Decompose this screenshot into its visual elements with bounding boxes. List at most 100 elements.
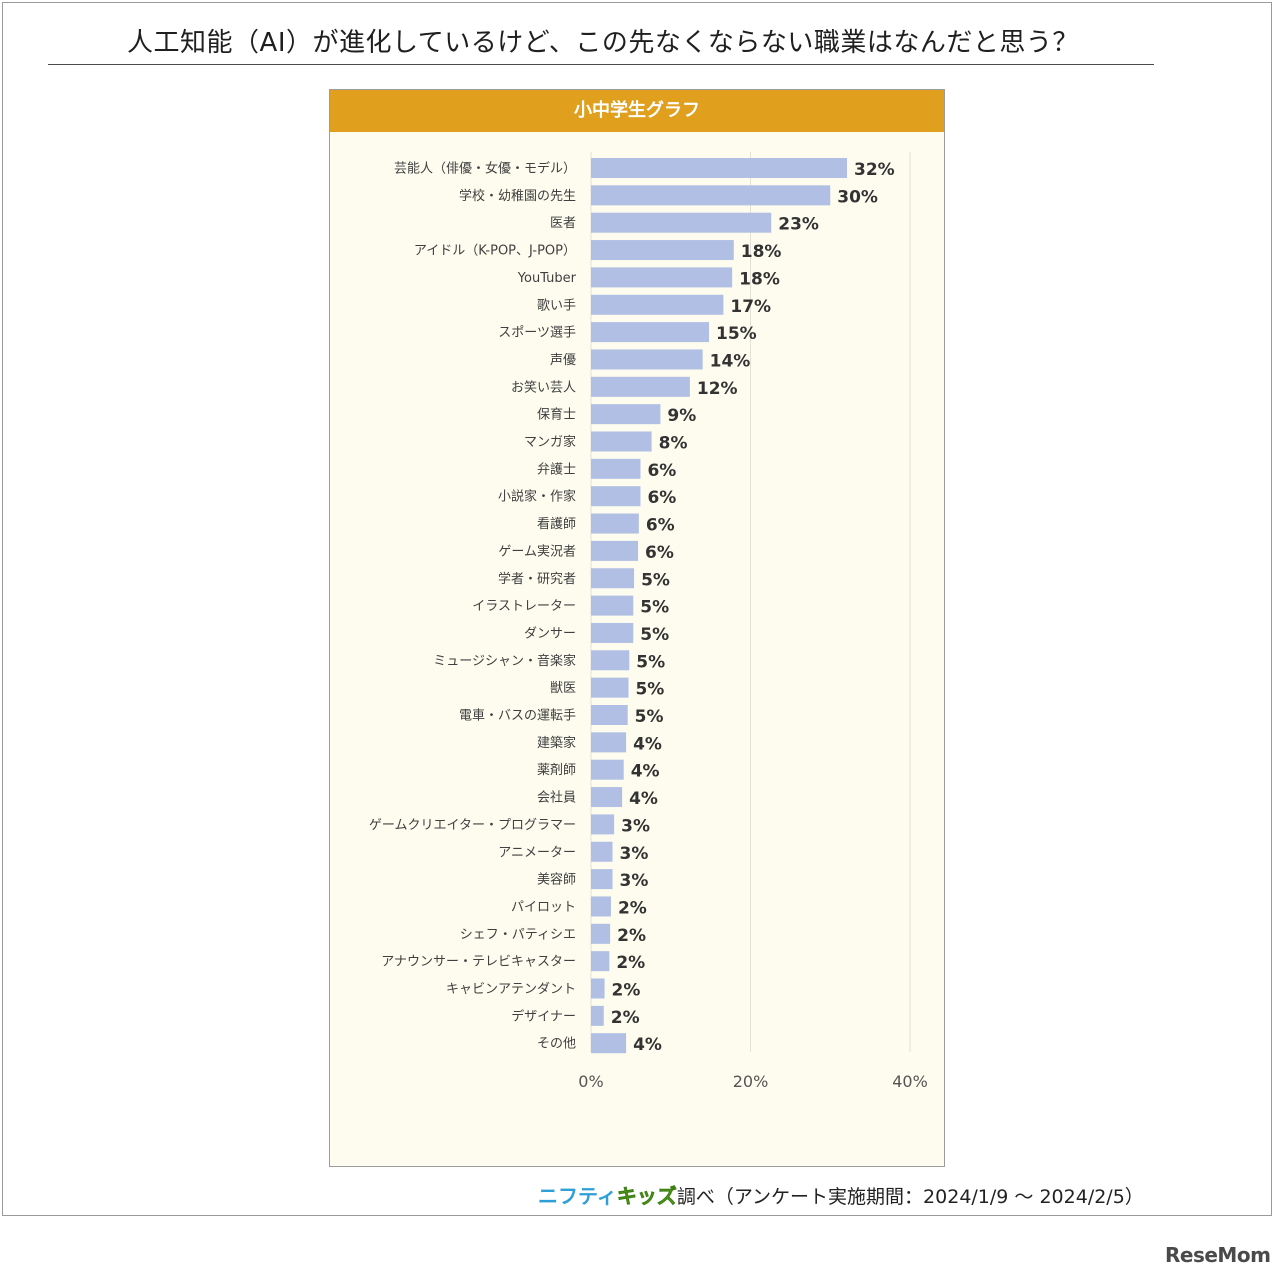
bar [591, 759, 624, 780]
chart-panel: 小中学生グラフ 芸能人（俳優・女優・モデル） 32% 学校・幼稚園の先生 30% 医者 2… [329, 89, 945, 1167]
bar [591, 951, 610, 972]
value-label: 4% [631, 762, 660, 782]
category-label: YouTuber [517, 271, 577, 286]
category-label: ミュージシャン・音楽家 [433, 653, 576, 669]
category-label: 声優 [550, 353, 576, 368]
value-label: 14% [710, 351, 751, 371]
bar [591, 787, 623, 808]
value-label: 18% [741, 242, 782, 262]
value-label: 18% [739, 269, 780, 289]
category-label: 医者 [550, 216, 576, 231]
value-label: 2% [618, 898, 647, 918]
value-label: 5% [635, 680, 664, 700]
category-label: デザイナー [511, 1008, 576, 1024]
outer-frame [2, 2, 1272, 1216]
value-label: 12% [697, 379, 738, 399]
value-label: 30% [837, 187, 878, 207]
bar [591, 486, 641, 507]
bar [591, 705, 628, 725]
category-label: アニメーター [498, 845, 576, 860]
bar [591, 376, 690, 397]
category-label: 美容師 [537, 872, 576, 888]
value-label: 3% [620, 844, 649, 864]
category-label: 学校・幼稚園の先生 [459, 188, 576, 204]
category-label: 弁護士 [537, 461, 576, 477]
bar [591, 595, 634, 616]
category-label: 保育士 [537, 407, 576, 423]
category-label: 会社員 [537, 790, 576, 806]
value-label: 9% [667, 406, 696, 426]
bar [591, 294, 724, 315]
category-label: キャビンアテンダント [446, 982, 576, 997]
bar-layer [591, 158, 847, 1054]
value-label: 15% [716, 324, 757, 344]
category-label: 歌い手 [537, 298, 576, 313]
bar [591, 158, 847, 178]
bar [591, 1033, 627, 1054]
category-label: 小説家・作家 [498, 489, 576, 505]
value-label: 8% [659, 434, 688, 454]
source-brand-kids: キッズ [616, 1184, 678, 1209]
title-divider [48, 64, 1154, 65]
category-label: イラストレーター [472, 599, 576, 614]
category-label: その他 [537, 1037, 576, 1052]
value-label: 3% [621, 816, 650, 836]
value-label: 5% [640, 625, 669, 645]
value-label: 5% [635, 707, 664, 727]
value-label: 32% [854, 160, 895, 180]
value-label: 6% [646, 516, 675, 536]
category-label: アナウンサー・テレビキャスター [381, 955, 576, 970]
bar [591, 322, 710, 343]
value-label: 23% [778, 215, 819, 235]
value-label: 6% [647, 461, 676, 481]
category-label: パイロット [511, 900, 576, 915]
bar [591, 978, 605, 999]
value-label: 5% [640, 598, 669, 618]
bar [591, 650, 630, 671]
category-label: お笑い芸人 [511, 379, 576, 395]
bar [591, 732, 627, 753]
category-label: スポーツ選手 [498, 326, 576, 341]
page-title: 人工知能（AI）が進化しているけど、この先なくならない職業はなんだと思う？ [127, 28, 1079, 58]
x-tick-label: 20% [733, 1072, 769, 1091]
category-label: シェフ・パティシエ [460, 927, 576, 942]
category-label: 建築家 [537, 735, 576, 751]
bar-chart: 芸能人（俳優・女優・モデル） 32% 学校・幼稚園の先生 30% 医者 23% アイドル（K… [369, 152, 928, 1091]
category-label: 獣医 [550, 681, 576, 696]
value-label: 4% [633, 1035, 662, 1055]
value-label: 5% [636, 652, 665, 672]
bar [591, 458, 641, 479]
bar [591, 240, 734, 261]
category-label: 看護師 [537, 516, 576, 532]
bar [591, 404, 661, 425]
value-label: 4% [629, 789, 658, 809]
bar [591, 431, 652, 452]
value-label: 6% [647, 488, 676, 508]
x-tick-label: 0% [578, 1072, 603, 1091]
tick-layer: 0% 20% 40% [578, 1072, 927, 1091]
bar [591, 267, 733, 288]
category-label: ゲームクリエイター・プログラマー [369, 818, 576, 833]
bar [591, 212, 772, 233]
bar [591, 896, 611, 917]
value-label: 17% [730, 297, 771, 317]
value-label: 6% [645, 543, 674, 563]
bar [591, 513, 639, 534]
bar [591, 568, 635, 589]
bar [591, 677, 629, 698]
bar [591, 540, 639, 561]
source-brand-nifty: ニフティ [538, 1184, 617, 1208]
chart-header: 小中学生グラフ [330, 90, 944, 132]
bar [591, 185, 831, 206]
bar [591, 923, 611, 944]
category-label: アイドル（K-POP、J-POP） [414, 244, 576, 259]
value-label: 2% [617, 926, 646, 946]
bar [591, 841, 613, 862]
bar [591, 1005, 604, 1026]
category-label: 薬剤師 [537, 762, 576, 778]
category-label: 電車・バスの運転手 [459, 709, 576, 724]
bar [591, 814, 615, 835]
source-text: 調べ（アンケート実施期間：2024/1/9 ～ 2024/2/5） [676, 1186, 1144, 1208]
bar [591, 349, 703, 370]
x-tick-label: 40% [892, 1072, 928, 1091]
